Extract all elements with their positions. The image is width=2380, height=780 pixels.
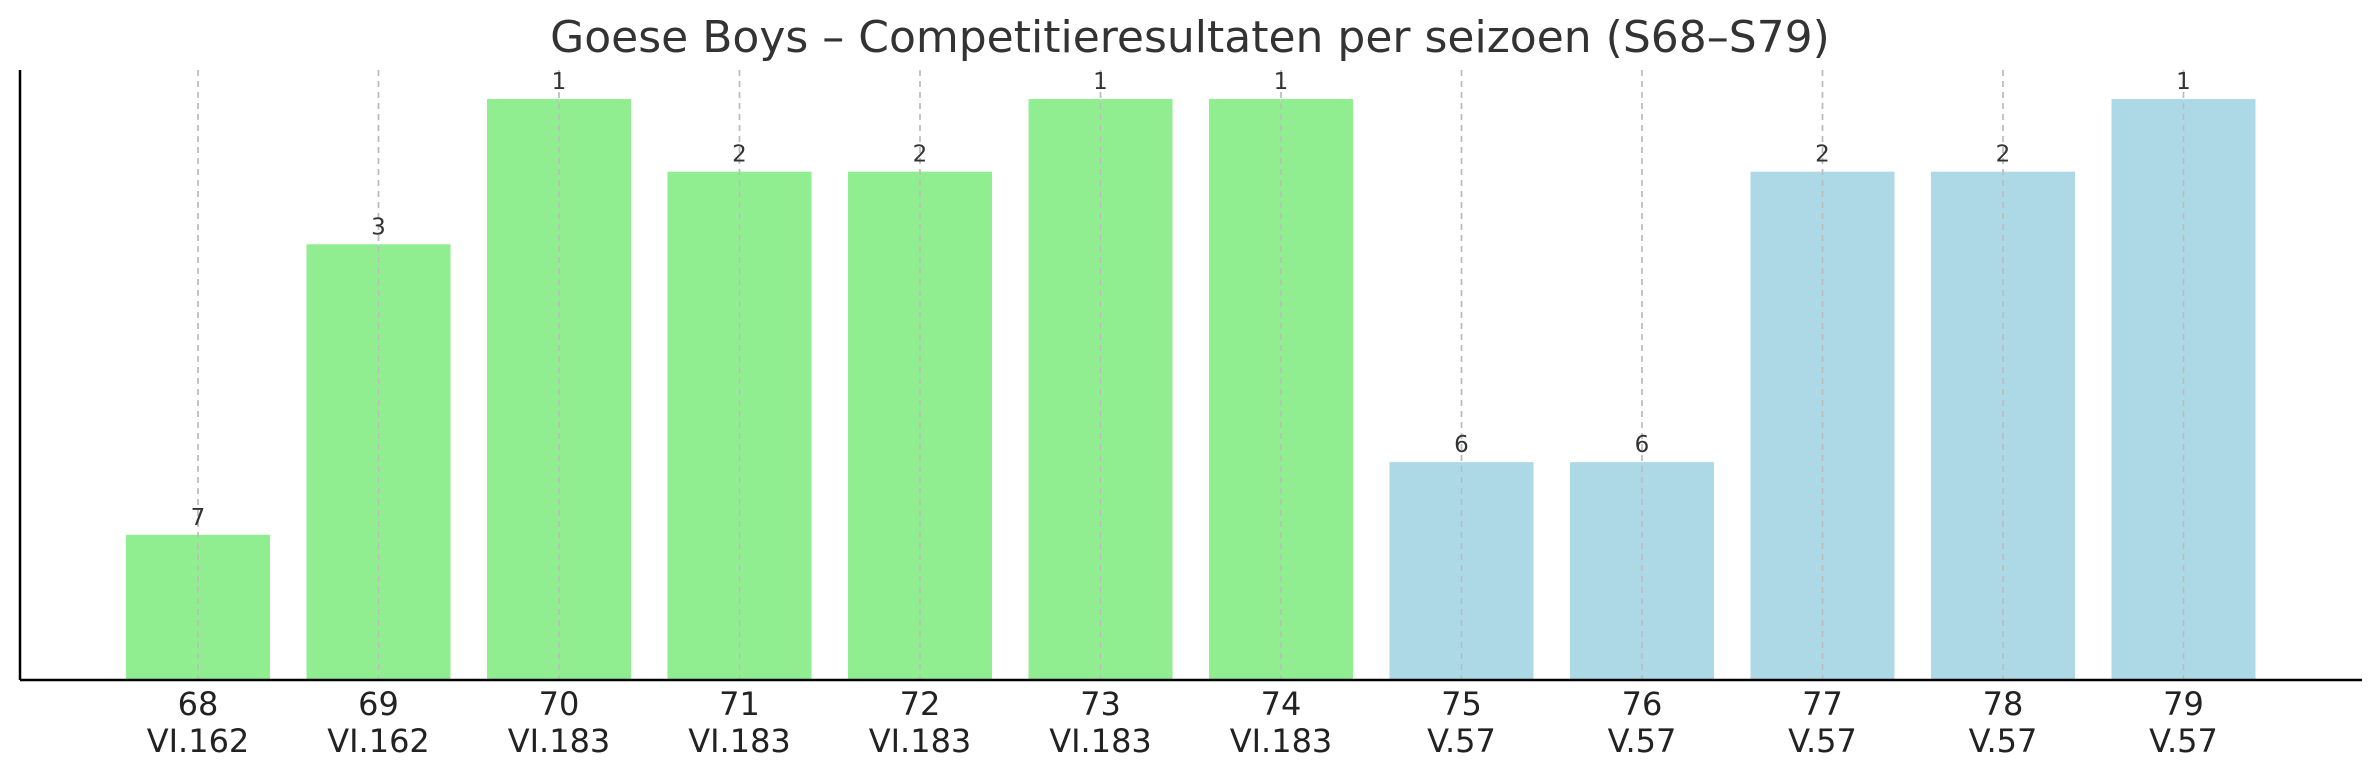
x-tick-label-division: VI.183 bbox=[1230, 722, 1333, 760]
x-tick-label-division: V.57 bbox=[1608, 722, 1677, 760]
data-label: 2 bbox=[1815, 142, 1830, 168]
x-tick-label-division: VI.183 bbox=[688, 722, 791, 760]
data-label: 2 bbox=[732, 142, 747, 168]
x-tick-label-season: 68 bbox=[178, 685, 219, 723]
x-tick-labels: 68VI.16269VI.16270VI.18371VI.18372VI.183… bbox=[147, 685, 2218, 760]
x-tick-label-division: VI.183 bbox=[869, 722, 972, 760]
x-tick-label-season: 70 bbox=[539, 685, 580, 723]
x-tick-label-division: V.57 bbox=[1788, 722, 1857, 760]
x-tick-label-division: V.57 bbox=[1427, 722, 1496, 760]
data-label: 3 bbox=[371, 214, 386, 240]
data-label: 2 bbox=[1996, 142, 2011, 168]
data-label: 2 bbox=[913, 142, 928, 168]
x-tick-label-season: 74 bbox=[1261, 685, 1302, 723]
x-tick-label-season: 79 bbox=[2163, 685, 2204, 723]
x-tick-label-season: 69 bbox=[358, 685, 399, 723]
x-tick-label-division: V.57 bbox=[1969, 722, 2038, 760]
x-tick-label-division: VI.162 bbox=[327, 722, 430, 760]
x-tick-label-season: 77 bbox=[1802, 685, 1843, 723]
x-tick-label-division: VI.183 bbox=[1049, 722, 1152, 760]
x-tick-label-division: VI.162 bbox=[147, 722, 250, 760]
data-label: 6 bbox=[1454, 432, 1469, 458]
data-labels: 7 3 1 2 2 1 1 6 6 2 2 1 bbox=[191, 69, 2191, 680]
x-tick-label-season: 73 bbox=[1080, 685, 1121, 723]
data-label: 1 bbox=[2176, 69, 2191, 95]
bars bbox=[126, 99, 2256, 681]
x-tick-label-season: 72 bbox=[900, 685, 941, 723]
x-tick-label-season: 75 bbox=[1441, 685, 1482, 723]
x-tick-label-division: V.57 bbox=[2149, 722, 2218, 760]
data-label: 1 bbox=[1093, 69, 1108, 95]
chart-title: Goese Boys – Competitieresultaten per se… bbox=[550, 12, 1830, 63]
data-label: 1 bbox=[552, 69, 567, 95]
data-label: 7 bbox=[191, 505, 206, 531]
x-tick-label-season: 76 bbox=[1622, 685, 1663, 723]
x-tick-label-division: VI.183 bbox=[508, 722, 611, 760]
x-tick-label-season: 71 bbox=[719, 685, 760, 723]
data-label: 1 bbox=[1274, 69, 1289, 95]
x-tick-label-season: 78 bbox=[1983, 685, 2024, 723]
data-label: 6 bbox=[1635, 432, 1650, 458]
